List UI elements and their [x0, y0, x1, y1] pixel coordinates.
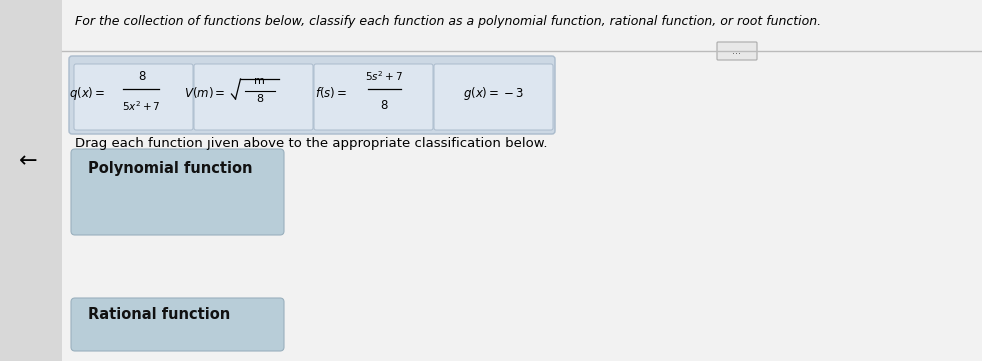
FancyBboxPatch shape — [69, 56, 555, 134]
FancyBboxPatch shape — [717, 42, 757, 60]
FancyBboxPatch shape — [434, 64, 553, 130]
FancyBboxPatch shape — [194, 64, 313, 130]
Text: $f(s)=$: $f(s)=$ — [315, 86, 348, 100]
Text: Rational function: Rational function — [88, 307, 230, 322]
FancyBboxPatch shape — [71, 298, 284, 351]
Text: ←: ← — [19, 151, 37, 171]
Text: $5s^2+7$: $5s^2+7$ — [364, 69, 403, 83]
FancyBboxPatch shape — [71, 149, 284, 235]
Text: $q(x)=$: $q(x)=$ — [69, 84, 105, 101]
Text: For the collection of functions below, classify each function as a polynomial fu: For the collection of functions below, c… — [75, 14, 821, 27]
Text: $5x^2+7$: $5x^2+7$ — [122, 99, 161, 113]
Text: ...: ... — [733, 46, 741, 56]
FancyBboxPatch shape — [74, 64, 193, 130]
Text: m: m — [254, 76, 265, 86]
Text: Polynomial function: Polynomial function — [88, 161, 252, 176]
Text: 8: 8 — [137, 70, 145, 83]
Text: Drag each function ȷiven above to the appropriate classification below.: Drag each function ȷiven above to the ap… — [75, 136, 548, 149]
Bar — [0, 0, 62, 361]
FancyBboxPatch shape — [314, 64, 433, 130]
Text: $V(m)=$: $V(m)=$ — [184, 86, 226, 100]
Text: 8: 8 — [380, 99, 387, 112]
Text: 8: 8 — [256, 94, 263, 104]
Text: $g(x)=-3$: $g(x)=-3$ — [464, 84, 524, 101]
